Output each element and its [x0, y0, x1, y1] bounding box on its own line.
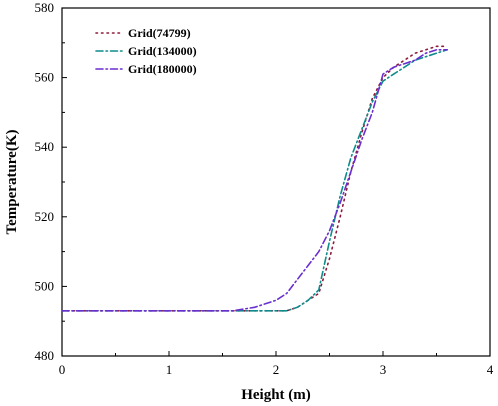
x-tick-label: 1 [166, 362, 173, 377]
series-line-2 [61, 49, 448, 312]
x-axis-title: Height (m) [241, 387, 311, 403]
legend-label: Grid(180000) [128, 62, 197, 76]
legend: Grid(74799) Grid(134000) Grid(180000) [95, 26, 197, 76]
x-tick-label: 3 [380, 362, 387, 377]
y-tick-label: 560 [35, 70, 55, 85]
y-axis-title: Temperature(K) [4, 130, 20, 235]
x-tick-label: 0 [59, 362, 66, 377]
legend-label: Grid(74799) [128, 26, 191, 40]
series-group [61, 45, 448, 312]
series-line-3 [61, 49, 448, 312]
plot-frame [61, 7, 491, 357]
series-line-1 [61, 45, 448, 312]
y-tick-label: 500 [35, 278, 55, 293]
y-tick-label: 520 [35, 209, 55, 224]
legend-label: Grid(134000) [128, 44, 197, 58]
x-tick-label: 2 [273, 362, 280, 377]
y-tick-label: 580 [35, 0, 55, 15]
y-tick-label: 480 [35, 348, 55, 363]
y-tick-label: 540 [35, 139, 55, 154]
x-tick-label: 4 [487, 362, 494, 377]
axis-ticks: 0 1 2 3 4 480 500 520 540 560 580 [35, 0, 494, 377]
